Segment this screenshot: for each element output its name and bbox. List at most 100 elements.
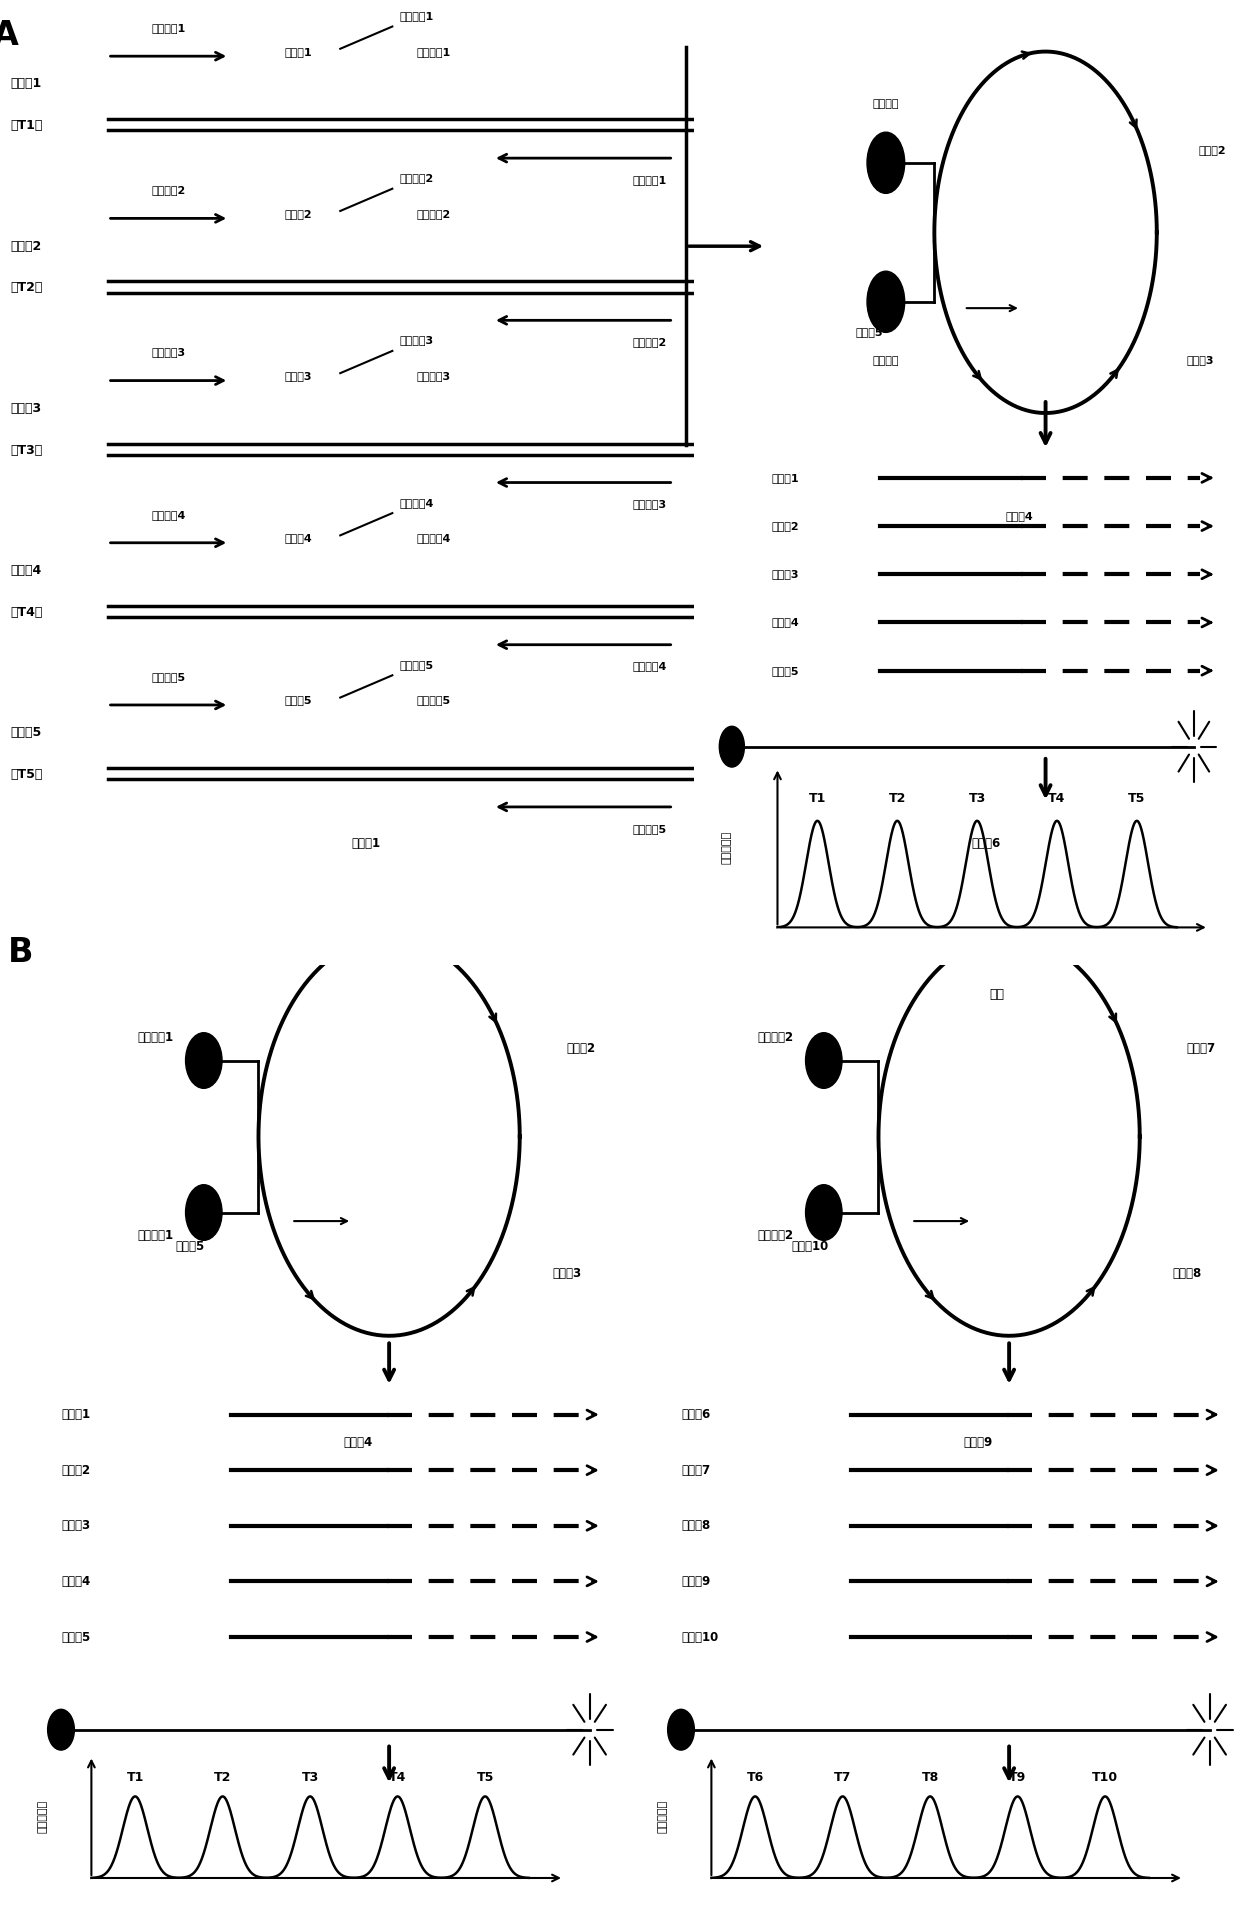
Text: 媒介子5: 媒介子5 <box>856 327 883 336</box>
Text: T10: T10 <box>1092 1771 1118 1785</box>
Text: 媒介子4: 媒介子4 <box>285 533 312 543</box>
Text: A: A <box>0 19 19 52</box>
Circle shape <box>867 132 905 193</box>
Text: 媒介探针1: 媒介探针1 <box>399 11 434 21</box>
Text: 靶向序列1: 靶向序列1 <box>417 46 451 57</box>
Text: 媒介子4: 媒介子4 <box>343 1437 373 1449</box>
Text: 媒介探针4: 媒介探针4 <box>399 497 434 508</box>
Text: 媒介子3: 媒介子3 <box>1187 355 1214 365</box>
Text: 上游引物5: 上游引物5 <box>151 673 186 682</box>
Text: 下游引物5: 下游引物5 <box>632 824 667 833</box>
Text: 媒介子1: 媒介子1 <box>285 46 312 57</box>
Text: T3: T3 <box>301 1771 319 1785</box>
Text: 下游引物4: 下游引物4 <box>632 661 667 671</box>
Text: 媒介子6: 媒介子6 <box>972 837 1001 850</box>
Text: （T1）: （T1） <box>10 118 43 132</box>
Text: 检测信号值: 检测信号值 <box>657 1800 668 1833</box>
Circle shape <box>806 1032 842 1089</box>
Text: T2: T2 <box>215 1771 232 1785</box>
Text: B: B <box>7 936 33 969</box>
Text: 媒介子2: 媒介子2 <box>1199 145 1226 155</box>
Text: 检测信号值: 检测信号值 <box>37 1800 48 1833</box>
Text: 媒介子5: 媒介子5 <box>61 1630 91 1643</box>
Text: （T4）: （T4） <box>10 606 43 619</box>
Text: 媒介子3: 媒介子3 <box>61 1519 91 1533</box>
Text: 媒介子2: 媒介子2 <box>771 522 800 531</box>
Text: 媒介子2: 媒介子2 <box>567 1041 596 1055</box>
Text: 上游引物4: 上游引物4 <box>151 510 186 520</box>
Text: 媒介子8: 媒介子8 <box>681 1519 711 1533</box>
Circle shape <box>719 726 744 766</box>
Text: 媒介探针3: 媒介探针3 <box>399 334 434 346</box>
Text: 媒介子5: 媒介子5 <box>285 696 312 705</box>
Circle shape <box>186 1185 222 1240</box>
Text: 荧光基团1: 荧光基团1 <box>138 1030 174 1043</box>
Text: T4: T4 <box>389 1771 407 1785</box>
Text: 上游引物1: 上游引物1 <box>151 23 186 32</box>
Text: 靶核酸3: 靶核酸3 <box>10 401 42 415</box>
Text: 下游引物2: 下游引物2 <box>632 336 667 348</box>
Text: 下游引物1: 下游引物1 <box>632 174 667 185</box>
Text: T1: T1 <box>808 791 826 805</box>
Text: 淬灭基团2: 淬灭基团2 <box>758 1229 794 1242</box>
Text: 靶向序列5: 靶向序列5 <box>417 696 451 705</box>
Text: 媒介子5: 媒介子5 <box>175 1240 205 1254</box>
Text: T4: T4 <box>1048 791 1065 805</box>
Text: 淬灭基团: 淬灭基团 <box>873 355 899 365</box>
Text: T5: T5 <box>1128 791 1146 805</box>
Text: 荧光基团: 荧光基团 <box>873 99 899 109</box>
Text: 温度: 温度 <box>990 988 1004 1001</box>
Text: （T2）: （T2） <box>10 281 43 294</box>
Circle shape <box>806 1185 842 1240</box>
Text: 媒介子7: 媒介子7 <box>1187 1041 1216 1055</box>
Text: 媒介子10: 媒介子10 <box>791 1240 828 1254</box>
Circle shape <box>867 271 905 333</box>
Text: 荧光基团2: 荧光基团2 <box>758 1030 794 1043</box>
Text: 上游引物3: 上游引物3 <box>151 348 186 357</box>
Text: 媒介子6: 媒介子6 <box>681 1408 711 1422</box>
Text: （T3）: （T3） <box>10 443 42 457</box>
Text: T5: T5 <box>476 1771 494 1785</box>
Text: 检测信号值: 检测信号值 <box>722 831 732 864</box>
Text: T9: T9 <box>1009 1771 1027 1785</box>
Text: 靶向序列4: 靶向序列4 <box>417 533 451 543</box>
Text: T7: T7 <box>835 1771 852 1785</box>
Text: 上游引物2: 上游引物2 <box>151 185 186 195</box>
Text: 媒介子4: 媒介子4 <box>61 1575 91 1588</box>
Text: 靶核酸1: 靶核酸1 <box>10 78 42 90</box>
Text: 媒介子1: 媒介子1 <box>61 1408 91 1422</box>
Text: 媒介子4: 媒介子4 <box>771 617 800 627</box>
Circle shape <box>667 1708 694 1750</box>
Text: 媒介子5: 媒介子5 <box>771 665 800 676</box>
Text: 媒介子9: 媒介子9 <box>681 1575 711 1588</box>
Text: 靶核酸4: 靶核酸4 <box>10 564 42 577</box>
Text: 媒介子3: 媒介子3 <box>771 569 800 579</box>
Text: 媒介子7: 媒介子7 <box>681 1464 711 1477</box>
Text: 媒介子8: 媒介子8 <box>1173 1267 1202 1280</box>
Text: 媒介子3: 媒介子3 <box>553 1267 582 1280</box>
Text: 靶核酸5: 靶核酸5 <box>10 726 42 740</box>
Text: 媒介子3: 媒介子3 <box>285 371 312 380</box>
Text: 媒介探针5: 媒介探针5 <box>399 659 434 669</box>
Text: （T5）: （T5） <box>10 768 43 782</box>
Text: T2: T2 <box>889 791 906 805</box>
Text: 媒介子1: 媒介子1 <box>771 472 800 483</box>
Circle shape <box>47 1708 74 1750</box>
Text: 靶向序列2: 靶向序列2 <box>417 208 451 218</box>
Text: 媒介探针2: 媒介探针2 <box>399 174 434 183</box>
Text: 媒介子10: 媒介子10 <box>681 1630 718 1643</box>
Text: 媒介子4: 媒介子4 <box>1006 510 1033 522</box>
Text: 媒介子2: 媒介子2 <box>285 208 312 218</box>
Text: T8: T8 <box>921 1771 939 1785</box>
Text: T6: T6 <box>746 1771 764 1785</box>
Text: T3: T3 <box>968 791 986 805</box>
Text: T1: T1 <box>126 1771 144 1785</box>
Text: 媒介子1: 媒介子1 <box>352 837 381 850</box>
Circle shape <box>186 1032 222 1089</box>
Text: 媒介子2: 媒介子2 <box>61 1464 91 1477</box>
Text: 靶向序列3: 靶向序列3 <box>417 371 451 380</box>
Text: 淬灭基团1: 淬灭基团1 <box>138 1229 174 1242</box>
Text: 媒介子9: 媒介子9 <box>963 1437 993 1449</box>
Text: 靶核酸2: 靶核酸2 <box>10 239 42 252</box>
Text: 下游引物3: 下游引物3 <box>632 499 667 508</box>
